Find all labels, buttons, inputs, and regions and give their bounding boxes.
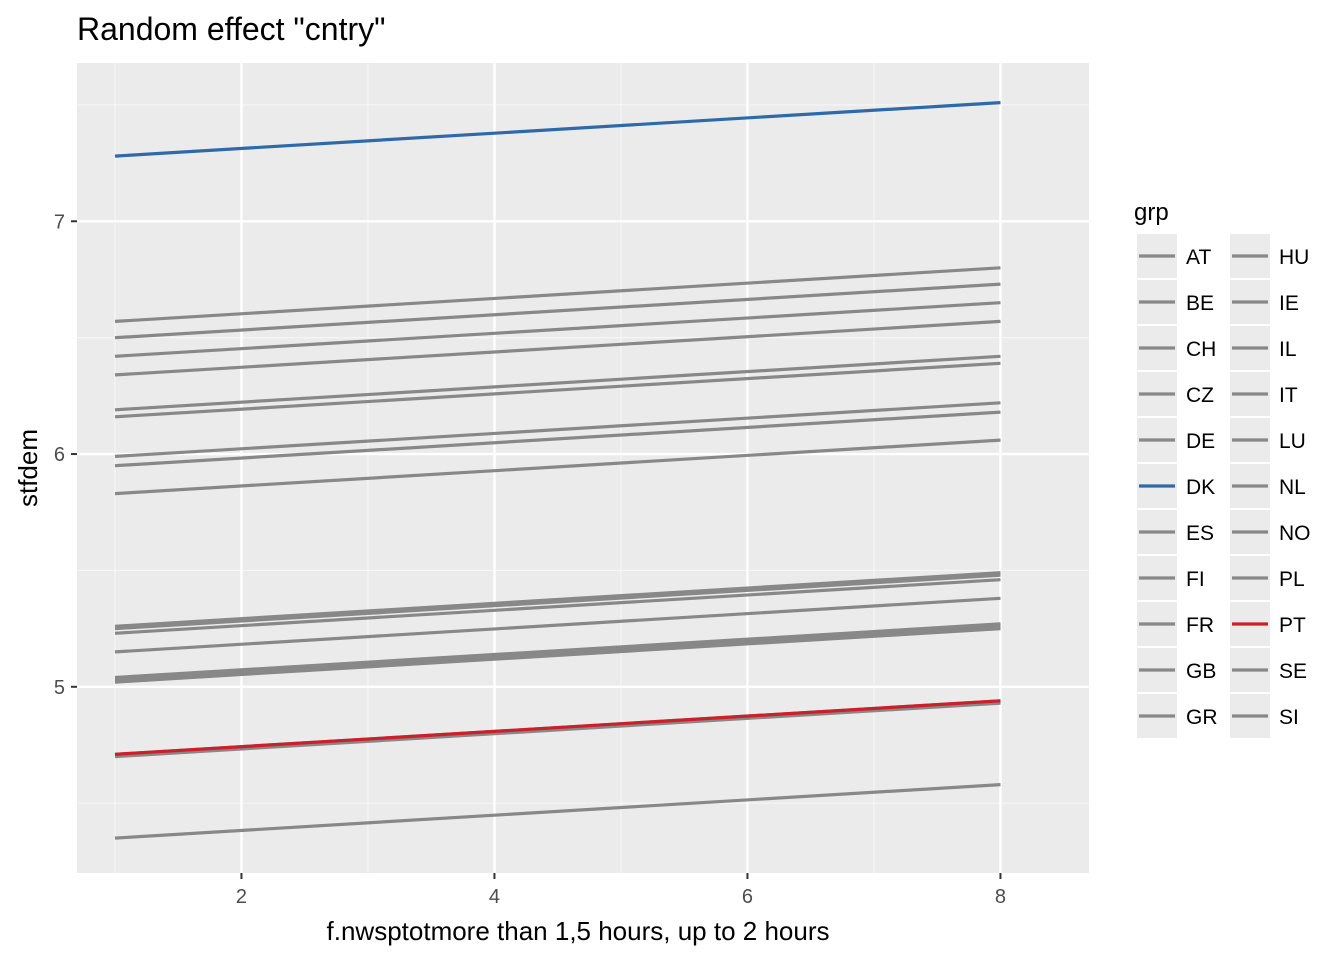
legend-label: NO: [1279, 522, 1311, 545]
series-line-at: [114, 266, 1001, 323]
series-line-pt: [114, 699, 1001, 756]
legend-label: FR: [1186, 614, 1214, 637]
legend-label: ES: [1186, 522, 1214, 545]
x-tick-label: 6: [742, 886, 753, 908]
legend-label: SE: [1279, 660, 1307, 683]
series-line-de: [114, 354, 1001, 412]
legend: grp AT BE CH CZ DE DK ES FI FR GB GR HU IE IL IT LU NL NO…: [1134, 199, 1311, 740]
x-tick-label: 4: [489, 886, 500, 908]
legend-item-at: AT: [1135, 232, 1211, 280]
series-line-ch: [114, 301, 1001, 358]
y-tick-label: 7: [54, 211, 65, 233]
legend-item-ie: IE: [1228, 278, 1299, 326]
major-grid: [77, 63, 1089, 873]
series-line-lu: [114, 624, 1001, 682]
legend-item-fr: FR: [1135, 600, 1214, 648]
series-line-be: [114, 282, 1001, 340]
series-line-dk: [114, 101, 1001, 158]
y-tick-label: 5: [54, 677, 65, 699]
legend-label: SI: [1279, 706, 1299, 729]
series-line-es: [114, 361, 1001, 419]
legend-label: GB: [1186, 660, 1216, 683]
legend-label: CZ: [1186, 384, 1214, 407]
series-line-hu: [114, 573, 1001, 631]
legend-item-gr: GR: [1135, 692, 1218, 740]
legend-label: DK: [1186, 476, 1215, 499]
legend-label: IL: [1279, 338, 1297, 361]
legend-label: PT: [1279, 614, 1306, 637]
series-line-il: [114, 596, 1001, 654]
legend-label: BE: [1186, 292, 1214, 315]
legend-label: NL: [1279, 476, 1306, 499]
legend-label: IE: [1279, 292, 1299, 315]
legend-item-lu: LU: [1228, 416, 1306, 464]
x-axis-title: f.nwsptotmore than 1,5 hours, up to 2 ho…: [327, 916, 830, 946]
legend-item-nl: NL: [1228, 462, 1306, 510]
legend-items: AT BE CH CZ DE DK ES FI FR GB GR HU IE IL IT LU NL NO PL PT…: [1135, 232, 1311, 740]
series-line-se: [114, 701, 1001, 759]
legend-item-hu: HU: [1228, 232, 1309, 280]
legend-item-ch: CH: [1135, 324, 1216, 372]
legend-label: CH: [1186, 338, 1216, 361]
legend-item-it: IT: [1228, 370, 1298, 418]
series-line-cz: [114, 319, 1001, 377]
legend-item-no: NO: [1228, 508, 1311, 556]
legend-label: HU: [1279, 246, 1309, 269]
legend-label: IT: [1279, 384, 1298, 407]
legend-item-pt: PT: [1228, 600, 1306, 648]
legend-label: PL: [1279, 568, 1305, 591]
x-tick-label: 8: [995, 886, 1006, 908]
legend-item-pl: PL: [1228, 554, 1305, 602]
series-line-ie: [114, 578, 1001, 635]
series-line-it: [114, 622, 1001, 680]
legend-item-dk: DK: [1135, 462, 1215, 510]
legend-item-fi: FI: [1135, 554, 1205, 602]
series-line-gr: [114, 571, 1001, 628]
series-line-fi: [114, 401, 1001, 458]
y-axis: 5 6 7: [54, 211, 77, 699]
chart-title: Random effect "cntry": [77, 11, 385, 47]
legend-label: FI: [1186, 568, 1205, 591]
series-line-si: [114, 783, 1001, 840]
minor-grid: [77, 63, 1089, 873]
x-tick-label: 2: [236, 886, 247, 908]
y-axis-title: stfdem: [13, 429, 43, 507]
plot-panel: [77, 63, 1089, 873]
legend-item-il: IL: [1228, 324, 1297, 372]
y-tick-label: 6: [54, 444, 65, 466]
legend-item-gb: GB: [1135, 646, 1216, 694]
x-axis: 2 4 6 8: [236, 873, 1006, 908]
series-line-nl: [114, 627, 1001, 684]
legend-label: GR: [1186, 706, 1218, 729]
legend-label: DE: [1186, 430, 1215, 453]
legend-title: grp: [1134, 199, 1169, 226]
legend-item-cz: CZ: [1135, 370, 1214, 418]
series-line-gb: [114, 438, 1001, 496]
legend-item-es: ES: [1135, 508, 1214, 556]
legend-item-si: SI: [1228, 692, 1299, 740]
legend-label: AT: [1186, 246, 1211, 269]
legend-item-de: DE: [1135, 416, 1215, 464]
legend-item-se: SE: [1228, 646, 1307, 694]
legend-item-be: BE: [1135, 278, 1214, 326]
series-line-fr: [114, 410, 1001, 468]
series-lines: [114, 101, 1001, 840]
legend-label: LU: [1279, 430, 1306, 453]
